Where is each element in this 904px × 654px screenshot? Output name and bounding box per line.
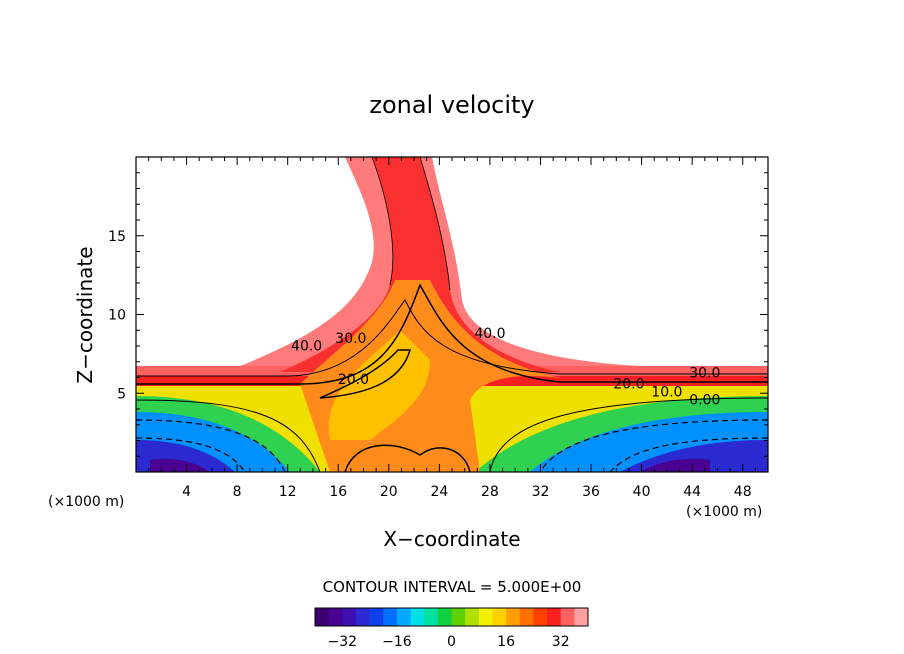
colorbar-tick-label: 16 — [497, 634, 515, 650]
colorbar-swatch — [396, 608, 411, 626]
x-unit-label-right: (×1000 m) — [686, 504, 762, 520]
y-tick-label: 5 — [117, 386, 126, 402]
x-tick-label: 28 — [481, 484, 499, 500]
contour-line-9 — [609, 437, 768, 472]
y-axis-label: Z−coordinate — [73, 246, 97, 383]
contour-fill-deep-right — [620, 440, 768, 472]
y-axis-ticks: 5 10 15 — [108, 172, 768, 457]
contour-line-2 — [136, 299, 768, 377]
contour-labels: 40.0 30.0 20.0 40.0 20.0 30.0 10.0 0.00 — [291, 326, 720, 408]
colorbar — [314, 607, 589, 627]
colorbar-swatch — [519, 608, 534, 626]
colorbar-swatch — [437, 608, 452, 626]
y-tick-label: 15 — [108, 229, 126, 245]
x-unit-label-left: (×1000 m) — [48, 494, 124, 510]
x-axis-label: X−coordinate — [383, 527, 520, 551]
colorbar-swatch — [369, 608, 384, 626]
x-tick-label: 32 — [532, 484, 550, 500]
x-tick-label: 20 — [380, 484, 398, 500]
colorbar-swatch — [315, 608, 330, 626]
contour-label: 30.0 — [689, 366, 720, 382]
contour-fill-core-left — [150, 458, 210, 472]
x-tick-label: 36 — [582, 484, 600, 500]
colorbar-swatch — [342, 608, 357, 626]
colorbar-swatch — [506, 608, 521, 626]
colorbar-swatch — [465, 608, 480, 626]
x-tick-label: 44 — [683, 484, 701, 500]
x-tick-label: 12 — [279, 484, 297, 500]
colorbar-swatch — [383, 608, 398, 626]
contour-label: 20.0 — [338, 372, 369, 388]
colorbar-swatch — [328, 608, 343, 626]
colorbar-swatch — [424, 608, 439, 626]
contour-label: 20.0 — [613, 377, 644, 393]
contour-interval-text: CONTOUR INTERVAL = 5.000E+00 — [323, 578, 582, 596]
colorbar-tick-label: −32 — [328, 634, 358, 650]
colorbar-swatch — [533, 608, 548, 626]
contour-line-3 — [319, 349, 411, 399]
contour-line-5 — [489, 397, 768, 472]
contour-label: 0.00 — [689, 392, 720, 408]
contour-label: 10.0 — [651, 384, 682, 400]
contour-line-11 — [371, 157, 394, 286]
contour-line-1 — [136, 283, 768, 385]
x-axis-ticks: 4 8 12 16 20 24 28 32 36 40 44 48 — [148, 157, 756, 500]
colorbar-ticks: −32 −16 0 16 32 — [328, 634, 570, 650]
contour-line-6 — [136, 419, 286, 472]
chart-title: zonal velocity — [369, 91, 534, 119]
x-tick-label: 8 — [233, 484, 242, 500]
colorbar-swatch — [560, 608, 575, 626]
x-tick-label: 40 — [633, 484, 651, 500]
x-tick-label: 16 — [329, 484, 347, 500]
plot-area — [136, 157, 768, 472]
contour-label: 40.0 — [291, 339, 322, 355]
contour-line-7 — [539, 419, 768, 472]
colorbar-tick-label: −16 — [382, 634, 412, 650]
contour-label: 30.0 — [335, 331, 366, 347]
contour-line-12 — [419, 157, 451, 291]
colorbar-swatch — [492, 608, 507, 626]
contour-line-8 — [136, 437, 246, 472]
colorbar-swatch — [355, 608, 370, 626]
contour-line-10 — [344, 444, 471, 472]
contour-line-4 — [136, 399, 321, 472]
colorbar-swatch — [478, 608, 493, 626]
colorbar-tick-label: 32 — [552, 634, 570, 650]
colorbar-swatch — [451, 608, 466, 626]
y-tick-label: 10 — [108, 308, 126, 324]
colorbar-swatch — [410, 608, 425, 626]
colorbar-swatch — [547, 608, 562, 626]
contour-label: 40.0 — [474, 326, 505, 342]
contour-fill-plume-mid — [280, 157, 560, 372]
colorbar-tick-label: 0 — [447, 634, 456, 650]
colorbar-swatch — [574, 608, 589, 626]
x-tick-label: 48 — [734, 484, 752, 500]
x-tick-label: 24 — [430, 484, 448, 500]
x-tick-label: 4 — [182, 484, 191, 500]
colorbar-frame — [314, 607, 589, 627]
